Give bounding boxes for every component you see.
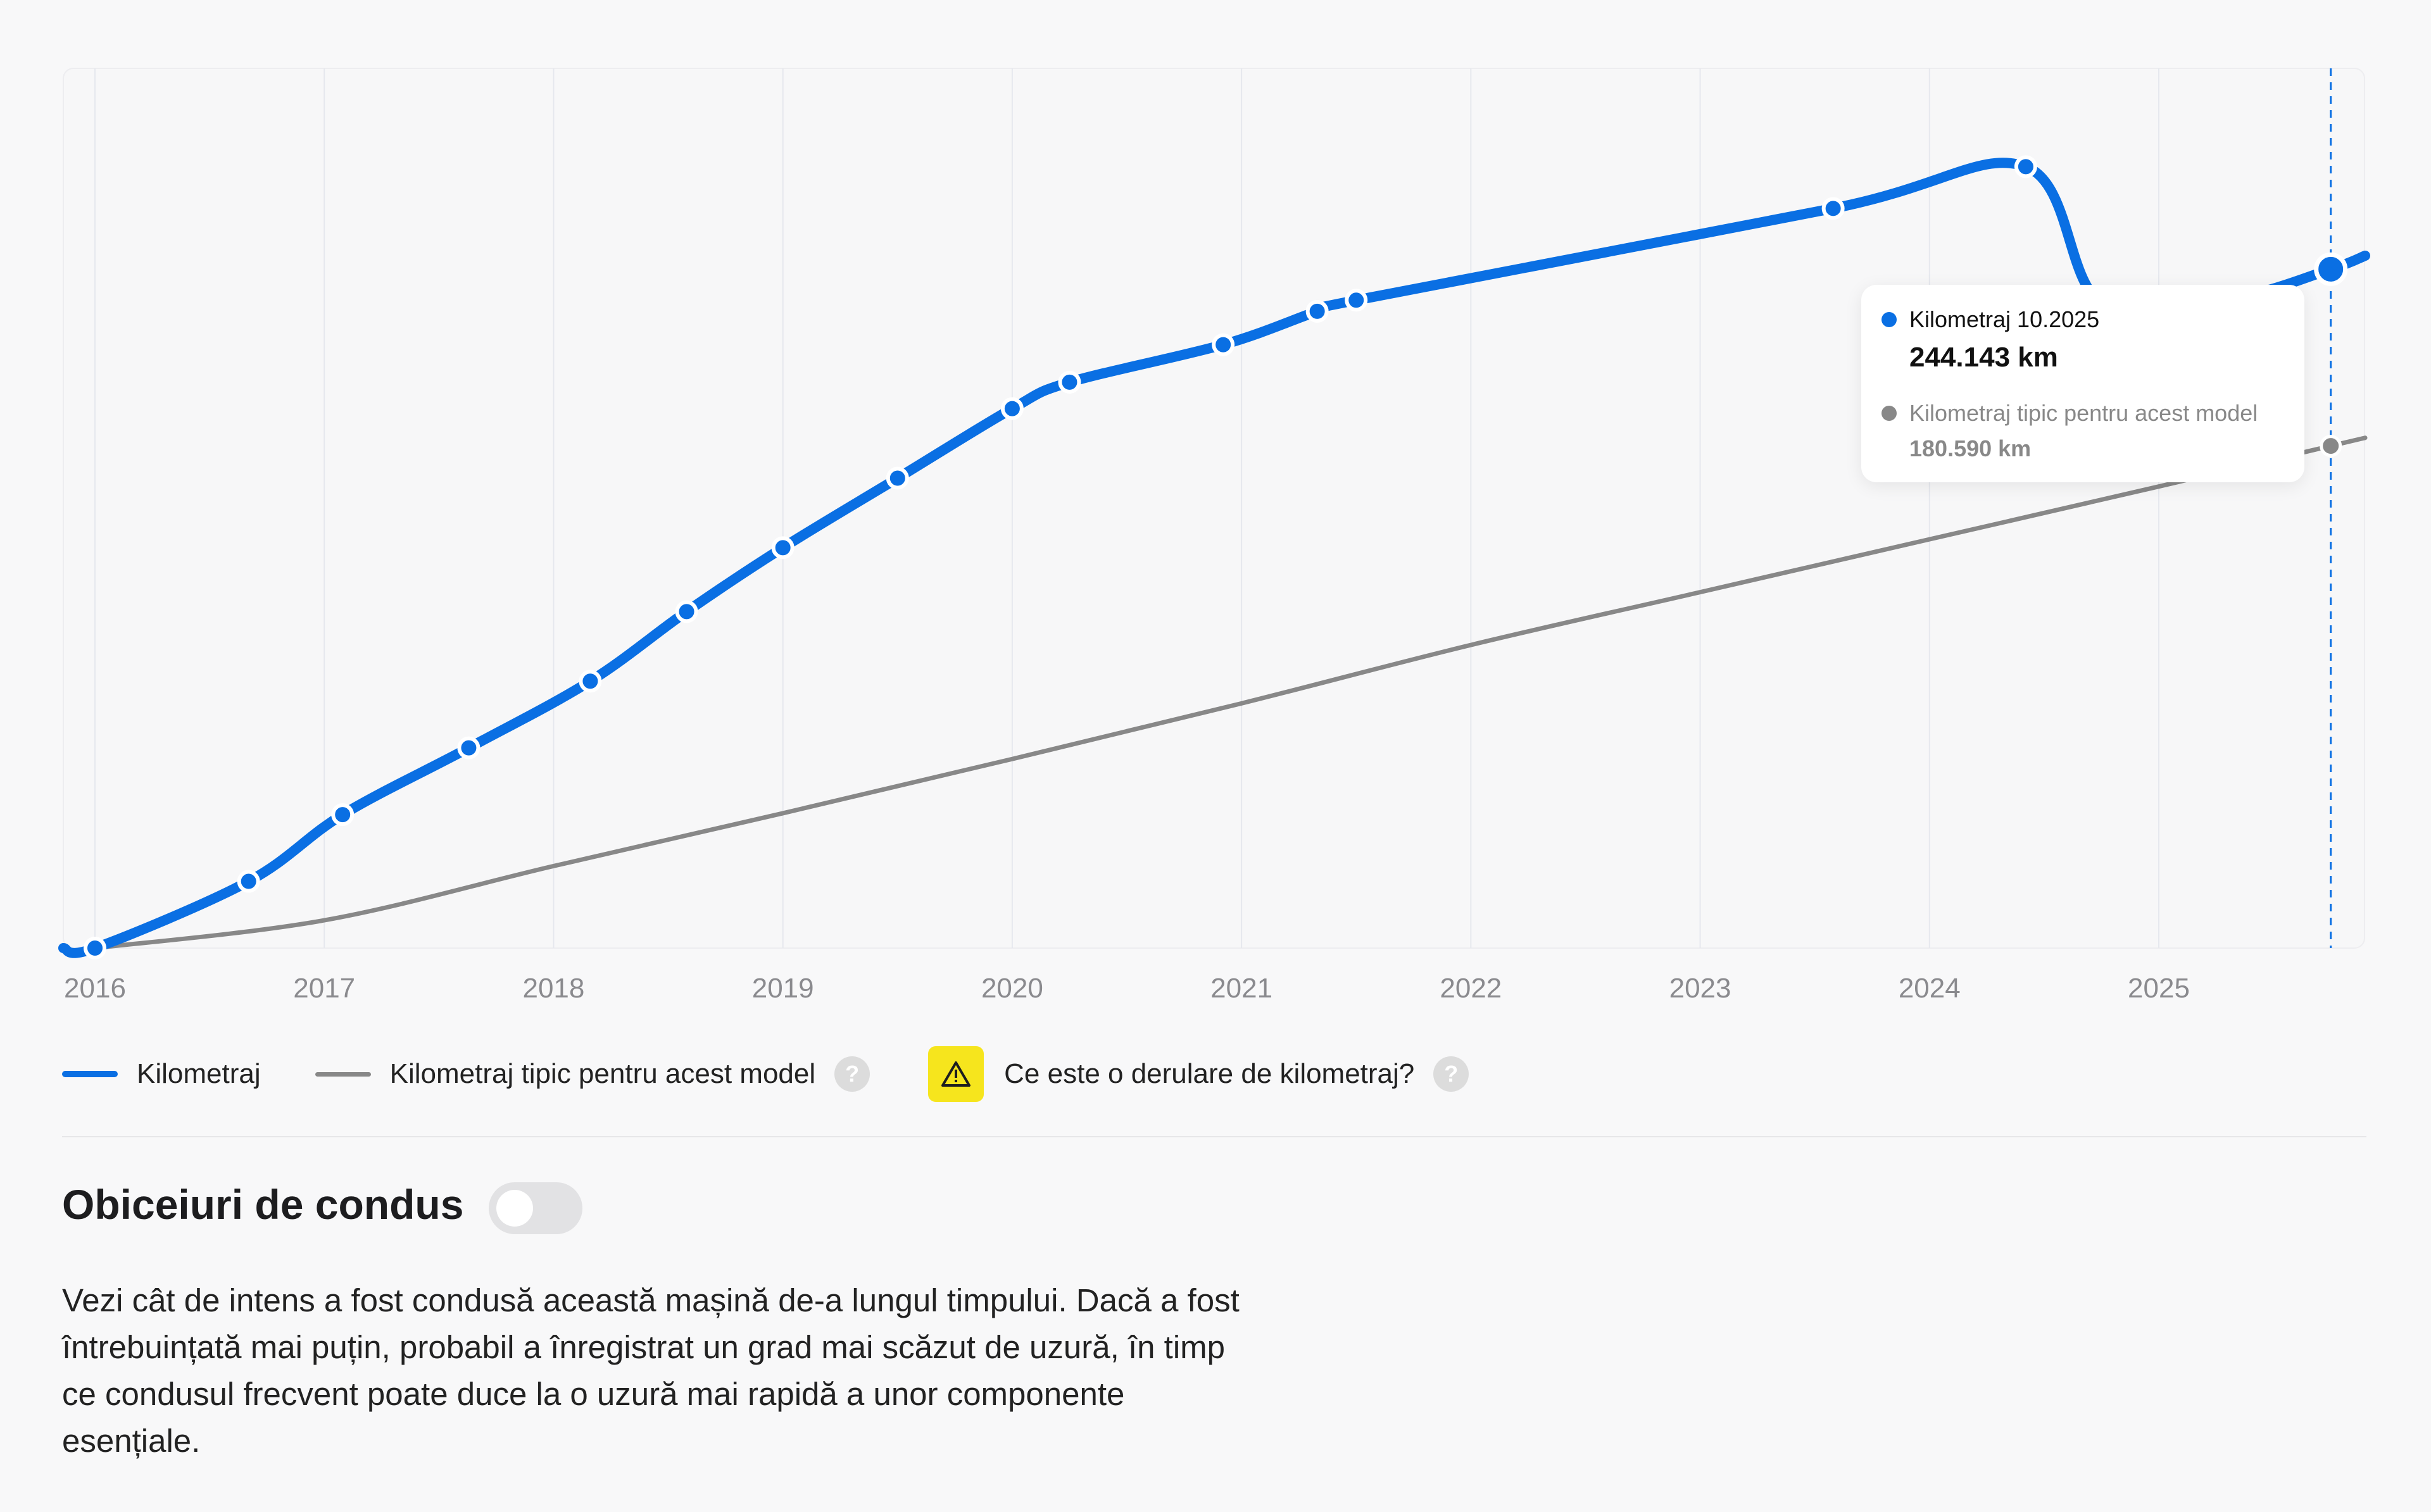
driving-habits-toggle[interactable] (489, 1182, 582, 1234)
section-title: Obiceiuri de condus (62, 1181, 464, 1228)
x-tick-label: 2017 (293, 973, 355, 1004)
mileage-point (886, 466, 909, 490)
tooltip-mileage-value: 244.143 km (1909, 342, 2058, 373)
x-tick-label: 2025 (2128, 973, 2190, 1004)
x-tick-label: 2020 (981, 973, 1043, 1004)
series-mileage-line (58, 158, 2370, 958)
typical-help-icon[interactable]: ? (834, 1056, 870, 1092)
tooltip-typical-value: 180.590 km (1909, 435, 2032, 461)
x-tick-label: 2023 (1669, 973, 1731, 1004)
x-tick-label: 2016 (64, 973, 126, 1004)
mileage-point (331, 803, 355, 827)
tooltip-mileage-dot (1881, 312, 1897, 327)
mileage-point (1821, 197, 1845, 220)
mileage-point (1058, 370, 1081, 394)
section-description: Vezi cât de intens a fost condusă aceast… (62, 1282, 1240, 1459)
mileage-chart: 2016 2017 2018 2019 2020 2021 2022 2023 2024 2025 (58, 68, 2370, 1004)
mileage-point (1000, 397, 1024, 420)
mileage-point (579, 670, 602, 693)
mileage-point (1212, 333, 1235, 356)
chart-legend: Kilometraj Kilometraj tipic pentru acest… (62, 1046, 1469, 1103)
rollback-help-icon[interactable]: ? (1433, 1056, 1469, 1092)
mileage-point (1305, 299, 1329, 323)
mileage-point (237, 870, 260, 893)
mileage-point (457, 736, 481, 759)
mileage-point (2014, 155, 2037, 178)
x-tick-label: 2019 (752, 973, 814, 1004)
tooltip-typical-label: Kilometraj tipic pentru acest model (1909, 400, 2258, 426)
x-tick-label: 2021 (1210, 973, 1272, 1004)
plot-area (63, 68, 2365, 949)
legend-typical-label: Kilometraj tipic pentru acest model (389, 1058, 816, 1089)
mileage-point (1345, 289, 1368, 312)
mileage-point (675, 600, 698, 623)
chart-tooltip: Kilometraj 10.2025 244.143 km Kilometraj… (1861, 285, 2304, 482)
tooltip-typical-dot (1881, 406, 1897, 421)
x-tick-label: 2024 (1899, 973, 1961, 1004)
highlight-mileage-point (2314, 252, 2348, 286)
rollback-link[interactable]: Ce este o derulare de kilometraj? (1004, 1058, 1415, 1089)
x-tick-label: 2022 (1440, 973, 1502, 1004)
tooltip-mileage-label: Kilometraj 10.2025 (1909, 306, 2100, 332)
mileage-point (771, 536, 795, 559)
highlight-typical-point (2320, 435, 2342, 458)
section-divider (62, 1136, 2366, 1137)
warning-icon (928, 1046, 984, 1102)
mileage-point (84, 937, 106, 959)
legend-typical-swatch (315, 1072, 371, 1077)
legend-mileage-label: Kilometraj (137, 1058, 261, 1089)
legend-mileage-swatch (62, 1071, 118, 1077)
toggle-knob (496, 1190, 533, 1227)
x-tick-label: 2018 (522, 973, 584, 1004)
series-typical-line (92, 435, 2368, 951)
